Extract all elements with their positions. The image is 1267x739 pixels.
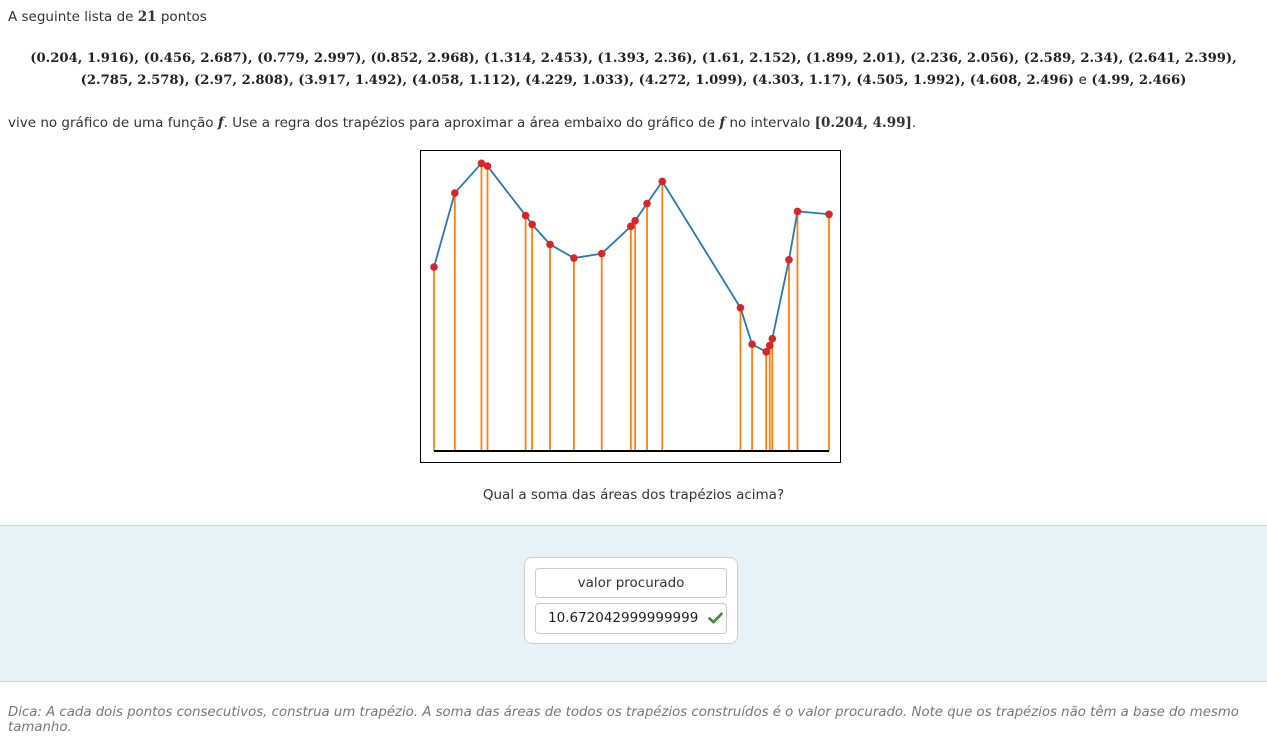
points-line-2: (2.785, 2.578), (2.97, 2.808), (3.917, 1…	[80, 73, 1187, 88]
point-l1-3: (0.852, 2.968),	[370, 51, 484, 66]
point-l1-10: (2.641, 2.399),	[1127, 51, 1237, 66]
point-l1-1: (0.456, 2.687),	[143, 51, 258, 66]
point-l2-5: (4.272, 1.099),	[638, 73, 753, 88]
data-point-7	[570, 254, 578, 262]
hint-text: Dica: A cada dois pontos consecutivos, c…	[8, 705, 1239, 735]
data-point-11	[643, 199, 651, 208]
data-point-2	[477, 159, 486, 168]
point-l1-2: (0.779, 2.997),	[257, 51, 371, 66]
data-point-13	[736, 303, 745, 312]
data-point-20	[825, 210, 833, 219]
data-point-4	[521, 211, 530, 220]
point-l2-0: (2.785, 2.578),	[80, 73, 195, 88]
data-point-16	[765, 341, 774, 350]
point-l2-1: (2.97, 2.808),	[194, 73, 299, 88]
data-point-6	[546, 240, 554, 249]
data-point-8	[597, 249, 606, 258]
point-l1-5: (1.393, 2.36),	[597, 51, 702, 66]
answer-area: valor procurado 10.672042999999999	[0, 525, 1267, 682]
last-point: (4.99, 2.466)	[1091, 73, 1187, 88]
points-line-1: (0.204, 1.916), (0.456, 2.687), (0.779, …	[0, 48, 1267, 70]
point-l1-7: (1.899, 2.01),	[805, 51, 911, 66]
points-list: (0.204, 1.916), (0.456, 2.687), (0.779, …	[0, 48, 1267, 92]
point-l2-3: (4.058, 1.112),	[411, 73, 526, 88]
point-l1-9: (2.589, 2.34),	[1023, 51, 1128, 66]
function-symbol: f	[217, 115, 224, 131]
data-point-9	[627, 222, 635, 231]
data-point-14	[748, 340, 756, 349]
point-l1-8: (2.236, 2.056),	[910, 51, 1024, 66]
data-point-17	[768, 334, 777, 343]
point-l1-4: (1.314, 2.453),	[483, 51, 598, 66]
answer-value: 10.672042999999999	[548, 610, 699, 626]
data-point-15	[762, 348, 770, 356]
answer-card: valor procurado 10.672042999999999	[524, 557, 738, 644]
interval: [0.204, 4.99]	[814, 115, 912, 131]
check-icon	[707, 612, 723, 624]
data-point-0	[430, 263, 438, 271]
point-l2-7: (4.505, 1.992),	[856, 73, 970, 88]
point-l1-0: (0.204, 1.916),	[30, 51, 144, 66]
intro-text: A seguinte lista de 21 pontos	[8, 9, 207, 25]
data-point-10	[631, 216, 639, 225]
answer-label: valor procurado	[535, 568, 727, 598]
question-text: vive no gráfico de uma função f. Use a r…	[8, 115, 917, 131]
point-l2-8: (4.608, 2.496)	[969, 73, 1075, 88]
point-l2-6: (4.303, 1.17),	[752, 73, 857, 88]
point-l2-2: (3.917, 1.492),	[298, 73, 412, 88]
data-point-19	[793, 207, 802, 216]
data-point-1	[450, 189, 459, 197]
function-symbol-2: f	[719, 115, 726, 131]
point-l2-4: (4.229, 1.033),	[525, 73, 639, 88]
data-point-5	[528, 220, 536, 229]
answer-input[interactable]: 10.672042999999999	[535, 603, 727, 634]
point-l1-6: (1.61, 2.152),	[701, 51, 806, 66]
subquestion: Qual a soma das áreas dos trapézios acim…	[482, 487, 785, 503]
data-point-12	[658, 177, 667, 186]
data-point-18	[785, 255, 793, 264]
trapezoid-chart	[420, 150, 841, 463]
chart-svg	[430, 159, 833, 452]
data-point-3	[483, 162, 492, 170]
